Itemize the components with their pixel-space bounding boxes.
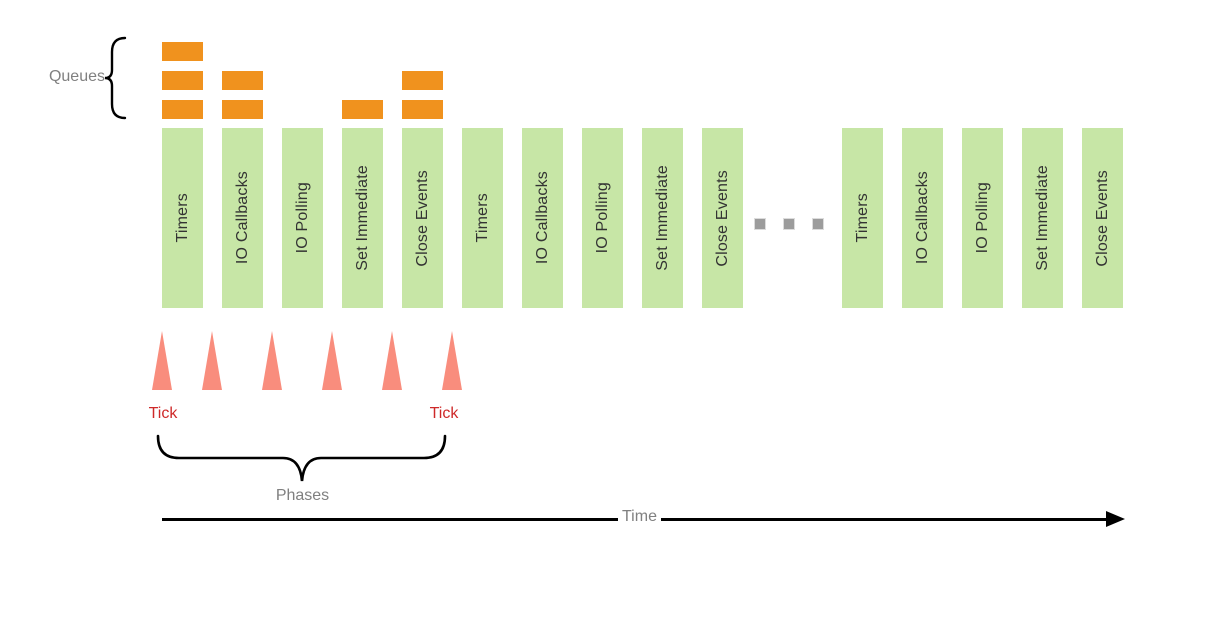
phase-bar-label: Set Immediate <box>353 165 371 271</box>
phase-bar-timers-2: Timers <box>462 128 503 308</box>
phase-bar-label: IO Callbacks <box>913 171 931 265</box>
phase-bar-label: Close Events <box>413 169 431 267</box>
tick-label: Tick <box>429 405 459 422</box>
phase-bar-label: Timers <box>473 193 491 243</box>
time-arrowhead-icon <box>1106 511 1125 527</box>
phase-bar-io-callbacks-1: IO Callbacks <box>222 128 263 308</box>
tick-triangle <box>382 331 402 390</box>
phases-label: Phases <box>275 487 330 504</box>
phase-bar-io-polling-2: IO Polling <box>582 128 623 308</box>
ellipsis-dot <box>754 218 766 230</box>
phase-bar-set-immediate-3: Set Immediate <box>1022 128 1063 308</box>
phase-bar-io-polling-1: IO Polling <box>282 128 323 308</box>
phase-bar-label: Timers <box>853 193 871 243</box>
phase-bar-set-immediate-2: Set Immediate <box>642 128 683 308</box>
queue-block <box>402 71 443 90</box>
phase-bar-io-callbacks-2: IO Callbacks <box>522 128 563 308</box>
ellipsis-dot <box>812 218 824 230</box>
queue-block <box>402 100 443 119</box>
phase-bar-close-events-3: Close Events <box>1082 128 1123 308</box>
phase-bar-timers-1: Timers <box>162 128 203 308</box>
tick-triangle <box>262 331 282 390</box>
ellipsis-dot <box>783 218 795 230</box>
phase-bar-label: Set Immediate <box>653 165 671 271</box>
phase-bar-label: Close Events <box>713 169 731 267</box>
phase-bar-io-callbacks-3: IO Callbacks <box>902 128 943 308</box>
phase-bar-label: IO Polling <box>293 182 311 254</box>
phase-bar-close-events-2: Close Events <box>702 128 743 308</box>
queue-block <box>342 100 383 119</box>
phase-bar-label: Close Events <box>1093 169 1111 267</box>
phase-bar-timers-3: Timers <box>842 128 883 308</box>
tick-triangle <box>202 331 222 390</box>
phase-bar-label: IO Polling <box>973 182 991 254</box>
phase-bar-label: IO Callbacks <box>533 171 551 265</box>
phase-bar-label: IO Callbacks <box>233 171 251 265</box>
phase-bar-label: IO Polling <box>593 182 611 254</box>
tick-triangle <box>152 331 172 390</box>
tick-triangle <box>322 331 342 390</box>
phase-bar-label: Timers <box>173 193 191 243</box>
queue-block <box>222 71 263 90</box>
queue-block <box>162 71 203 90</box>
queue-block <box>162 42 203 61</box>
phases-brace <box>156 434 447 482</box>
phase-bar-set-immediate-1: Set Immediate <box>342 128 383 308</box>
queue-block <box>222 100 263 119</box>
phase-bar-close-events-1: Close Events <box>402 128 443 308</box>
phase-bar-io-polling-3: IO Polling <box>962 128 1003 308</box>
queue-block <box>162 100 203 119</box>
queues-label: Queues <box>48 68 105 85</box>
tick-label: Tick <box>148 405 178 422</box>
phase-bar-label: Set Immediate <box>1033 165 1051 271</box>
time-label: Time <box>618 508 661 526</box>
tick-triangle <box>442 331 462 390</box>
queues-brace <box>104 36 127 120</box>
